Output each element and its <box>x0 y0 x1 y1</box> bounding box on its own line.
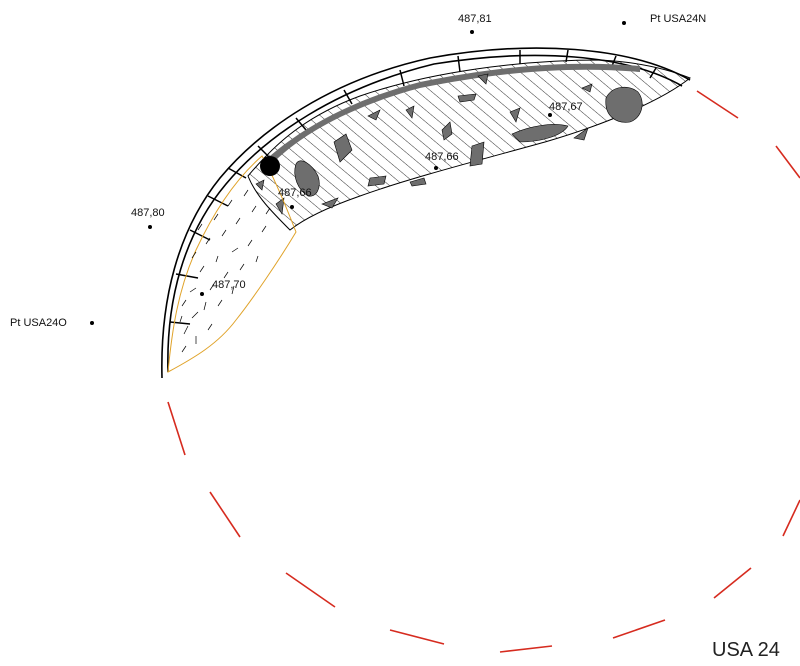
excavation-limit-dashes <box>167 90 800 653</box>
point-label: Pt USA24O <box>10 317 67 329</box>
dot-48767 <box>548 113 552 117</box>
dot-48766a <box>290 205 294 209</box>
dot-48781 <box>470 30 474 34</box>
stones <box>255 73 643 215</box>
dot-usa24n <box>622 21 626 25</box>
stone-band <box>270 63 640 163</box>
altitude-label: 487,70 <box>212 279 246 291</box>
altitude-label: 487,66 <box>425 151 459 163</box>
dot-48770 <box>200 292 204 296</box>
altitude-label: 487,81 <box>458 13 492 25</box>
dot-usa24o <box>90 321 94 325</box>
dashed-zone <box>167 155 297 373</box>
post-marker <box>260 156 280 176</box>
hatched-feature <box>247 59 691 231</box>
dot-48766b <box>434 166 438 170</box>
altitude-label: 487,80 <box>131 207 165 219</box>
dot-48780 <box>148 225 152 229</box>
point-label: Pt USA24N <box>650 13 706 25</box>
survey-points <box>90 21 626 325</box>
altitude-label: 487,67 <box>549 101 583 113</box>
drawing-title: USA 24 <box>712 639 780 661</box>
altitude-label: 487,66 <box>278 187 312 199</box>
pit-outline <box>161 47 691 379</box>
